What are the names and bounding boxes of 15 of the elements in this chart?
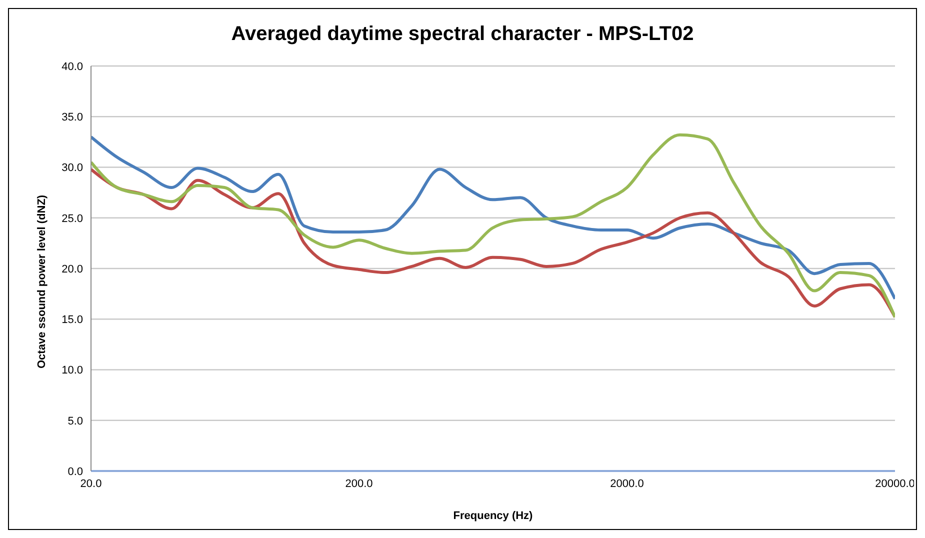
y-tick-label: 30.0 [62, 162, 83, 174]
y-tick-label: 35.0 [62, 112, 83, 124]
chart-title: Averaged daytime spectral character - MPS-LT02 [230, 23, 695, 46]
x-axis-title: Frequency (Hz) [453, 510, 534, 522]
y-axis-title: Octave ssound power level (dNZ) [36, 194, 48, 368]
y-tick-label: 0.0 [68, 466, 83, 478]
y-tick-label: 15.0 [62, 314, 83, 326]
x-tick-label: 2000.0 [610, 478, 644, 490]
y-tick-label: 20.0 [62, 263, 83, 276]
y-tick-label: 5.0 [68, 415, 83, 428]
x-tick-label: 20.0 [80, 478, 102, 490]
y-tick-label: 10.0 [62, 364, 83, 377]
y-tick-label: 25.0 [62, 212, 83, 225]
x-tick-label: 200.0 [345, 478, 373, 490]
y-tick-label: 40.0 [62, 60, 83, 73]
